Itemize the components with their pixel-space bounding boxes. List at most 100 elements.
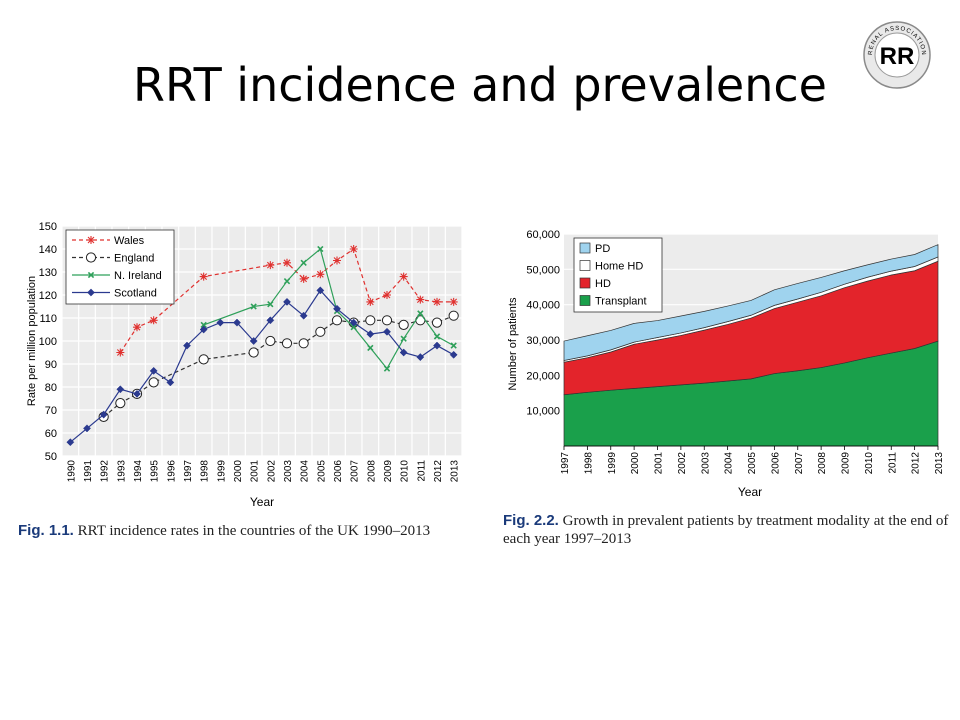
data-point-england (115, 398, 126, 409)
x-tick-label: 1992 (100, 460, 111, 483)
x-tick-label: 2001 (654, 452, 665, 475)
caption-fig-1-1-text: RRT incidence rates in the countries of … (77, 523, 431, 539)
data-point-scotland (399, 348, 408, 357)
data-point-england (398, 319, 409, 331)
x-tick-label: 1995 (150, 460, 161, 483)
y-tick-label: 50 (45, 451, 57, 463)
legend-label-wales: Wales (114, 235, 145, 247)
data-point-scotland (183, 341, 191, 350)
data-point-england (148, 377, 159, 388)
data-point-wales (399, 272, 408, 281)
x-tick-label: 2013 (934, 452, 945, 475)
legend-box (65, 229, 175, 305)
data-point-scotland (149, 366, 158, 375)
data-point-wales (266, 261, 275, 270)
legend-label-hd: HD (595, 278, 611, 290)
x-tick-label: 2011 (887, 452, 898, 474)
caption-fig-2-2-text: Growth in prevalent patients by treatmen… (503, 513, 949, 547)
x-tick-label: 1997 (183, 460, 194, 483)
x-tick-label: 2007 (794, 452, 805, 475)
y-tick-label: 10,000 (526, 406, 560, 418)
legend: Wales England N. Ireland Scotland (65, 229, 175, 305)
caption-fig-2-2-label: Fig. 2.2. (503, 512, 559, 529)
data-point-wales (383, 291, 391, 299)
series-line-n-ireland (203, 247, 454, 370)
y-axis-label: Number of patients (507, 297, 519, 390)
data-point-scotland (449, 350, 458, 359)
data-point-scotland (83, 424, 91, 433)
y-tick-label: 50,000 (526, 264, 560, 276)
data-point-scotland (349, 318, 358, 327)
x-tick-label: 1994 (133, 460, 144, 483)
x-tick-label: 1999 (607, 452, 618, 475)
data-point-wales (416, 295, 425, 304)
x-tick-label: 1999 (216, 460, 227, 483)
data-point-scotland (416, 353, 425, 362)
x-tick-label: 1996 (166, 460, 177, 483)
data-point-england (365, 315, 376, 326)
caption-fig-2-2: Fig. 2.2. Growth in prevalent patients b… (503, 512, 951, 548)
y-tick-label: 150 (39, 221, 57, 233)
x-tick-label: 2006 (333, 460, 344, 483)
prevalence-chart: 10,000 20,000 30,000 40,000 50,000 60,000 1997… (507, 229, 945, 499)
data-point-n-ireland (350, 324, 357, 331)
x-tick-label: 2007 (350, 460, 361, 483)
data-point-scotland (316, 286, 325, 295)
data-point-n-ireland (433, 333, 441, 340)
data-point-wales (283, 258, 291, 267)
data-point-n-ireland (250, 303, 257, 310)
legend-label-n-ireland: N. Ireland (114, 270, 162, 282)
legend-marker-n-ireland (87, 271, 95, 279)
x-tick-label: 2003 (283, 460, 294, 483)
data-point-wales (149, 316, 158, 325)
data-point-wales (433, 297, 441, 306)
data-point-england (315, 326, 326, 337)
data-point-n-ireland (317, 245, 324, 253)
caption-fig-1-1-label: Fig. 1.1. (18, 522, 74, 539)
data-point-n-ireland (417, 310, 424, 317)
data-point-scotland (366, 330, 375, 339)
series-england (98, 310, 459, 422)
x-tick-label: 2011 (416, 460, 427, 482)
data-point-wales (116, 348, 125, 357)
area-pd (563, 244, 939, 361)
x-tick-label: 2004 (724, 452, 735, 475)
x-axis-label: Year (738, 485, 762, 499)
legend-label-home-hd: Home HD (595, 261, 643, 273)
data-point-england (248, 347, 259, 358)
x-tick-label: 2009 (383, 460, 394, 483)
legend-marker-england (85, 252, 97, 263)
x-tick-label: 2002 (266, 460, 277, 483)
x-tick-label: 1990 (66, 460, 77, 483)
data-point-n-ireland (200, 321, 207, 329)
data-point-scotland (266, 316, 275, 325)
data-point-scotland (383, 327, 391, 336)
x-tick-label: 1998 (200, 460, 211, 483)
data-point-scotland (333, 304, 341, 313)
data-point-scotland (216, 318, 225, 327)
data-point-scotland (116, 385, 125, 394)
data-point-england (431, 317, 443, 328)
renal-association-logo: RENAL ASSOCIATION RR (863, 21, 931, 89)
legend-label-transplant: Transplant (595, 296, 647, 308)
data-point-scotland (99, 410, 108, 419)
data-point-england (331, 315, 343, 326)
series-line-wales (119, 248, 454, 353)
incidence-chart: 50 60 70 80 90 100 110 120 130 140 150 1990 1991 1992… (26, 221, 463, 509)
data-point-n-ireland (267, 301, 274, 308)
data-point-scotland (166, 378, 175, 387)
x-tick-label: 2010 (400, 460, 411, 483)
y-tick-label: 20,000 (526, 370, 560, 382)
legend-label-scotland: Scotland (114, 288, 157, 300)
data-point-wales (333, 256, 341, 265)
data-point-wales (316, 270, 325, 279)
legend-swatch-transplant (579, 295, 591, 306)
x-tick-label: 2004 (300, 460, 311, 483)
legend: PD Home HD HD Transplant (573, 237, 663, 313)
y-axis-label: Rate per million population (26, 276, 38, 406)
logo-letters: RR (880, 43, 915, 70)
data-point-scotland (249, 337, 258, 345)
data-point-scotland (66, 438, 75, 447)
data-point-scotland (133, 389, 141, 398)
y-tick-label: 110 (39, 313, 57, 325)
